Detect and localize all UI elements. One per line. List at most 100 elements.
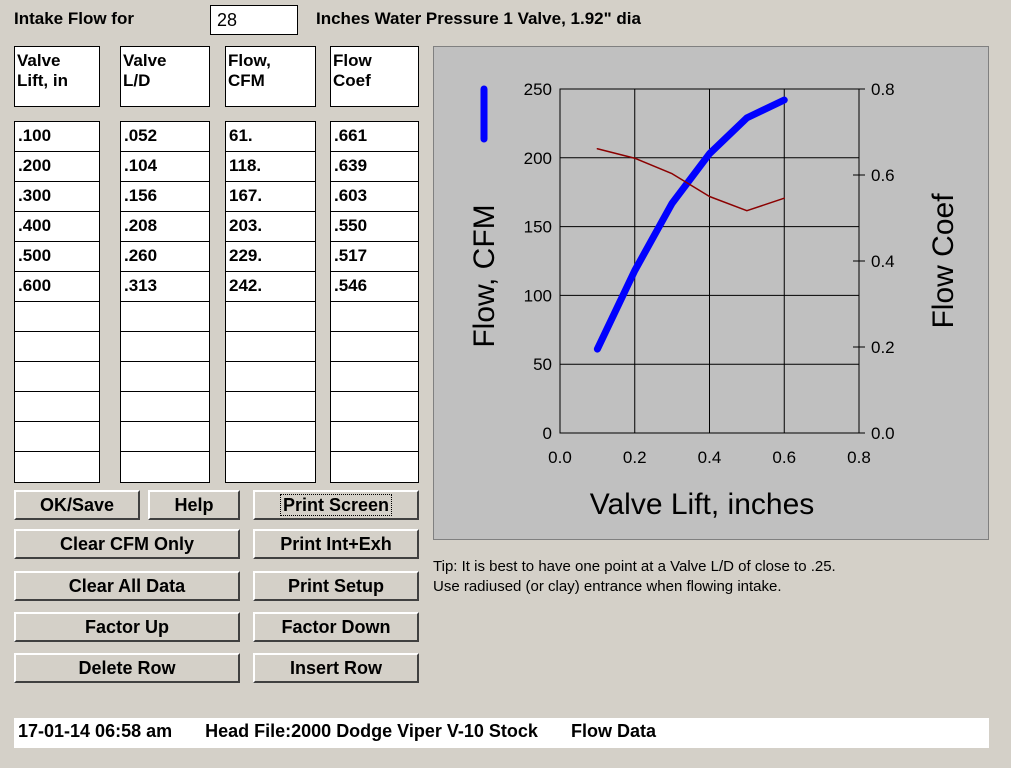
ok-save-button[interactable]: OK/Save <box>14 490 140 520</box>
print-screen-button[interactable]: Print Screen <box>253 490 419 520</box>
y2-tick-label: 0.4 <box>871 252 895 271</box>
table-cell[interactable]: .156 <box>121 182 209 212</box>
table-cell[interactable] <box>331 332 418 362</box>
y2-tick-label: 0.0 <box>871 424 895 443</box>
table-cell[interactable]: .639 <box>331 152 418 182</box>
y2-tick-label: 0.6 <box>871 166 895 185</box>
status-bar: 17-01-14 06:58 am Head File:2000 Dodge V… <box>14 718 989 748</box>
factor-down-button[interactable]: Factor Down <box>253 612 419 642</box>
table-cell[interactable] <box>331 422 418 452</box>
table-cell[interactable]: .208 <box>121 212 209 242</box>
table-cell[interactable] <box>15 362 99 392</box>
table-cell[interactable] <box>331 452 418 482</box>
x-tick-label: 0.8 <box>847 448 871 467</box>
table-cell[interactable] <box>121 362 209 392</box>
table-cell[interactable] <box>226 392 315 422</box>
insert-row-button[interactable]: Insert Row <box>253 653 419 683</box>
table-cell[interactable] <box>121 422 209 452</box>
table-cell[interactable]: .100 <box>15 122 99 152</box>
table-cell[interactable]: .600 <box>15 272 99 302</box>
y-tick-label: 200 <box>524 149 552 168</box>
flow-coef-header: Flow Coef <box>330 46 419 107</box>
plot-frame <box>559 88 860 434</box>
table-cell[interactable] <box>15 332 99 362</box>
header-line: Flow <box>333 51 372 70</box>
table-cell[interactable]: .200 <box>15 152 99 182</box>
title-label: Intake Flow for <box>14 9 134 28</box>
table-cell[interactable] <box>121 332 209 362</box>
table-cell[interactable]: .517 <box>331 242 418 272</box>
tip-line: Tip: It is best to have one point at a V… <box>433 558 836 575</box>
table-cell[interactable]: .300 <box>15 182 99 212</box>
y-tick-label: 0 <box>543 424 552 443</box>
y2-tick-label: 0.8 <box>871 80 895 99</box>
print-screen-label: Print Screen <box>279 494 393 516</box>
table-cell[interactable] <box>15 302 99 332</box>
header-line: Lift, in <box>17 71 68 90</box>
table-cell[interactable]: .603 <box>331 182 418 212</box>
clear-cfm-only-button[interactable]: Clear CFM Only <box>14 529 240 559</box>
table-cell[interactable] <box>331 302 418 332</box>
table-cell[interactable]: .104 <box>121 152 209 182</box>
flow-cfm-line <box>593 96 788 353</box>
print-setup-button[interactable]: Print Setup <box>253 571 419 601</box>
header-line: L/D <box>123 71 151 90</box>
status-mode: Flow Data <box>570 721 656 741</box>
table-cell[interactable]: 167. <box>226 182 315 212</box>
y-tick-label: 100 <box>524 286 552 305</box>
table-cell[interactable] <box>226 422 315 452</box>
valve-lift-header: Valve Lift, in <box>14 46 100 107</box>
table-cell[interactable]: 118. <box>226 152 315 182</box>
table-cell[interactable]: 242. <box>226 272 315 302</box>
table-cell[interactable]: .550 <box>331 212 418 242</box>
table-cell[interactable] <box>15 452 99 482</box>
table-cell[interactable]: .260 <box>121 242 209 272</box>
table-cell[interactable]: .661 <box>331 122 418 152</box>
status-head-file: Head File:2000 Dodge Viper V-10 Stock <box>205 721 538 741</box>
y2-axis-title: Flow Coef <box>927 193 960 329</box>
table-cell[interactable] <box>226 452 315 482</box>
table-cell[interactable] <box>121 392 209 422</box>
valve-lift-column: .100.200.300.400.500.600 <box>14 121 100 483</box>
header-line: Valve <box>17 51 61 70</box>
table-cell[interactable] <box>226 362 315 392</box>
status-datetime: 17-01-14 06:58 am <box>18 721 173 741</box>
table-cell[interactable]: .546 <box>331 272 418 302</box>
table-cell[interactable] <box>15 392 99 422</box>
tip-line: Use radiused (or clay) entrance when flo… <box>433 578 782 595</box>
table-cell[interactable] <box>331 392 418 422</box>
table-cell[interactable] <box>226 302 315 332</box>
x-tick-label: 0.6 <box>772 448 796 467</box>
y-tick-label: 150 <box>524 218 552 237</box>
tip-text: Tip: It is best to have one point at a V… <box>433 557 1003 597</box>
table-cell[interactable]: .052 <box>121 122 209 152</box>
table-cell[interactable]: .500 <box>15 242 99 272</box>
table-cell[interactable] <box>226 332 315 362</box>
test-description: Inches Water Pressure 1 Valve, 1.92" dia <box>316 9 641 28</box>
table-cell[interactable] <box>15 422 99 452</box>
table-cell[interactable]: 203. <box>226 212 315 242</box>
valve-ld-header: Valve L/D <box>120 46 210 107</box>
table-cell[interactable]: .400 <box>15 212 99 242</box>
x-tick-label: 0.4 <box>698 448 722 467</box>
table-cell[interactable] <box>121 452 209 482</box>
y-tick-label: 250 <box>524 80 552 99</box>
table-cell[interactable]: 61. <box>226 122 315 152</box>
x-axis-title: Valve Lift, inches <box>590 488 815 521</box>
print-int-exh-button[interactable]: Print Int+Exh <box>253 529 419 559</box>
factor-up-button[interactable]: Factor Up <box>14 612 240 642</box>
table-cell[interactable] <box>331 362 418 392</box>
water-pressure-input[interactable]: 28 <box>210 5 298 35</box>
y-axis-title: Flow, CFM <box>468 204 501 347</box>
help-button[interactable]: Help <box>148 490 240 520</box>
table-cell[interactable] <box>121 302 209 332</box>
y2-tick-label: 0.2 <box>871 338 895 357</box>
x-tick-label: 0.2 <box>623 448 647 467</box>
clear-all-data-button[interactable]: Clear All Data <box>14 571 240 601</box>
table-cell[interactable]: 229. <box>226 242 315 272</box>
header-line: Valve <box>123 51 167 70</box>
table-cell[interactable]: .313 <box>121 272 209 302</box>
flow-coef-line <box>596 148 785 212</box>
flow-chart: 0.0 0.2 0.4 0.6 0.8 0 50 100 150 200 250 0.0 0.2 0.4 0… <box>468 80 960 521</box>
delete-row-button[interactable]: Delete Row <box>14 653 240 683</box>
